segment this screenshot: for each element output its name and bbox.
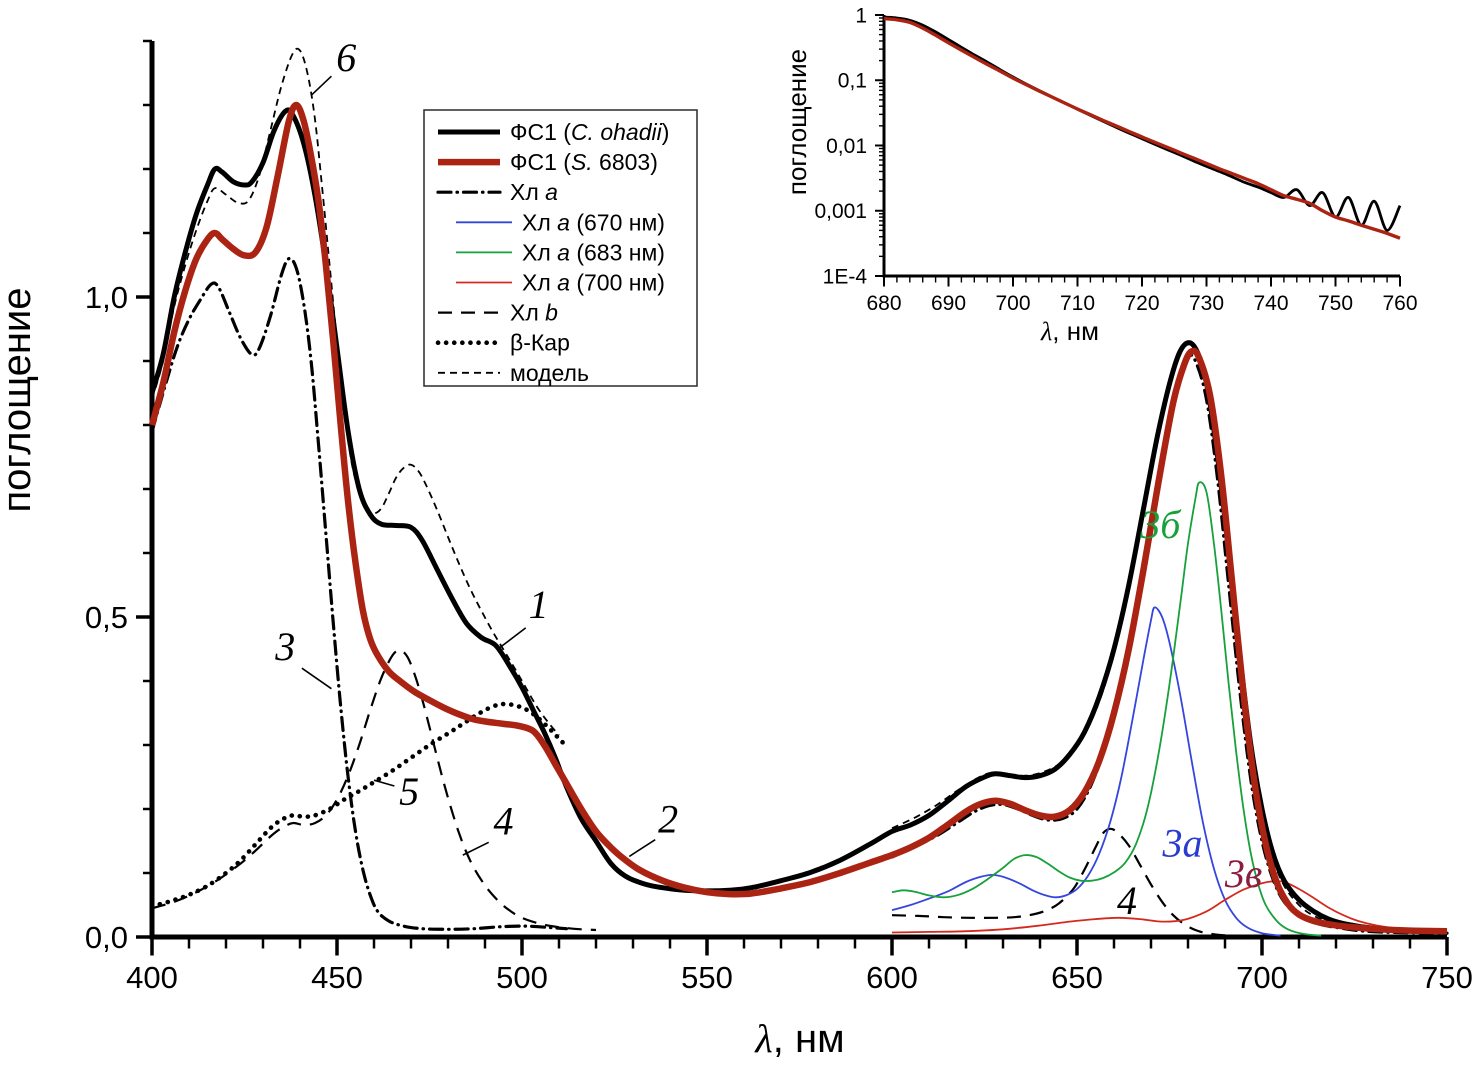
series-β-Кар (149, 701, 569, 909)
main-x-tick-label: 500 (496, 960, 548, 995)
series-Хл a (683 нм) (891, 481, 1322, 937)
inset-y-tick-labels: 1 0,1 0,01 0,001 1E-4 (814, 4, 867, 288)
curve-label-3б: 3б (1139, 502, 1182, 547)
main-annotations: 6 1 2 3 5 4 4 3б 3а 3в (274, 35, 1262, 923)
inset-x-tick-label: 750 (1318, 292, 1353, 315)
annotation-leader-5 (373, 779, 395, 787)
main-y-axis-ticks (136, 39, 152, 939)
main-x-tick-label: 450 (311, 960, 363, 995)
inset-x-tick-labels: 680 690 700 710 720 730 740 750 760 (866, 292, 1417, 315)
main-x-axis-title: λ, нм (754, 1016, 844, 1061)
main-y-axis-title: поглощение (0, 287, 39, 512)
series-ФС1 (C. ohadii) (149, 107, 1448, 934)
curve-label-1: 1 (529, 582, 549, 627)
legend-label-chl_b: Хл b (510, 300, 558, 326)
legend-item-chl_a: Хл a (436, 179, 558, 205)
series-Хл a (700 нм) (891, 880, 1448, 934)
inset-y-tick-label: 1 (855, 4, 867, 27)
legend-item-model: модель (438, 360, 589, 386)
series-ФС1 (S. 6803) (883, 16, 1401, 240)
annotation-leader-4 (462, 841, 490, 856)
inset-y-tick-label: 0,1 (838, 70, 867, 93)
legend-label-fs1_6803: ФС1 (S. 6803) (510, 149, 658, 175)
legend-label-model: модель (510, 360, 589, 386)
series-Хл b (151, 649, 597, 932)
legend-label-fs1_ohadii: ФС1 (C. ohadii) (510, 119, 669, 145)
curve-label-3а: 3а (1161, 820, 1202, 865)
series-Хл b (891, 827, 1240, 938)
inset-y-tick-label: 0,001 (814, 200, 867, 223)
series-Хл a (670 нм) (891, 606, 1281, 937)
legend-item-fs1_ohadii: ФС1 (C. ohadii) (438, 119, 669, 145)
main-x-tick-label: 600 (866, 960, 918, 995)
annotation-leader-1 (497, 627, 527, 650)
main-y-tick-label: 0,0 (85, 920, 128, 955)
inset-series (883, 15, 1402, 240)
curve-label-6: 6 (336, 35, 356, 80)
legend-item-chl_a_683: Хл a (683 нм) (456, 239, 665, 265)
inset-x-tick-label: 720 (1124, 292, 1159, 315)
curve-label-2: 2 (658, 797, 678, 842)
inset-x-tick-label: 760 (1382, 292, 1417, 315)
legend-item-fs1_6803: ФС1 (S. 6803) (438, 149, 658, 175)
main-x-tick-label: 700 (1236, 960, 1288, 995)
legend-item-chl_b: Хл b (438, 300, 558, 326)
inset-plot: 680 690 700 710 720 730 740 750 760 1 0,1 0,01 0,001… (782, 4, 1418, 346)
inset-x-tick-label: 730 (1189, 292, 1224, 315)
main-x-tick-label: 750 (1421, 960, 1473, 995)
main-x-tick-labels: 400 450 500 550 600 650 700 750 (126, 960, 1473, 995)
legend-box (423, 109, 698, 387)
inset-x-tick-label: 680 (866, 292, 901, 315)
inset-y-axis-title: поглощение (782, 49, 812, 195)
inset-y-tick-label: 1E-4 (823, 265, 868, 288)
annotation-leader-3 (301, 667, 332, 690)
main-y-tick-label: 1,0 (85, 280, 128, 315)
inset-y-tick-label: 0,01 (826, 135, 867, 158)
legend-item-beta_car: β-Кар (435, 330, 570, 356)
main-series (148, 47, 1449, 938)
curve-label-3: 3 (274, 624, 295, 669)
legend-item-chl_a_670: Хл a (670 нм) (456, 209, 665, 235)
main-x-tick-label: 400 (126, 960, 178, 995)
legend-label-chl_a_683: Хл a (683 нм) (522, 239, 665, 265)
curve-label-4: 4 (494, 799, 514, 844)
annotation-leader-2 (628, 839, 656, 858)
series-ФС1 (S. 6803) (148, 101, 1448, 935)
curve-label-3в: 3в (1224, 851, 1262, 896)
curve-label-5: 5 (399, 769, 419, 814)
annotation-leader-6 (310, 75, 332, 96)
main-x-axis-ticks (150, 937, 1449, 956)
legend: ФС1 (C. ohadii) ФС1 (S. 6803) Хл a Хл a (67… (423, 109, 698, 387)
main-x-tick-label: 550 (681, 960, 733, 995)
inset-x-tick-label: 710 (1060, 292, 1095, 315)
inset-x-axis-ticks (883, 276, 1401, 287)
main-x-tick-label: 650 (1051, 960, 1103, 995)
inset-axes (882, 15, 1400, 278)
inset-x-axis-title: λ, нм (1040, 316, 1099, 346)
legend-label-chl_a_670: Хл a (670 нм) (522, 209, 665, 235)
legend-label-beta_car: β-Кар (510, 330, 570, 356)
main-plot: 400 450 500 550 600 650 700 750 0,0 0,5 1,0 6 1 2 3 5 4 4… (0, 35, 1473, 1061)
inset-y-axis-ticks (875, 14, 884, 277)
inset-x-tick-label: 740 (1253, 292, 1288, 315)
curve-label-4: 4 (1117, 878, 1137, 923)
legend-item-chl_a_700: Хл a (700 нм) (456, 270, 665, 296)
main-y-tick-label: 0,5 (85, 600, 128, 635)
series-модель (151, 47, 560, 736)
main-y-tick-labels: 0,0 0,5 1,0 (85, 280, 128, 955)
legend-label-chl_a: Хл a (510, 179, 558, 205)
inset-x-tick-label: 690 (931, 292, 966, 315)
inset-x-tick-label: 700 (995, 292, 1030, 315)
series-Хл a (150, 256, 568, 931)
legend-label-chl_a_700: Хл a (700 нм) (522, 270, 665, 296)
